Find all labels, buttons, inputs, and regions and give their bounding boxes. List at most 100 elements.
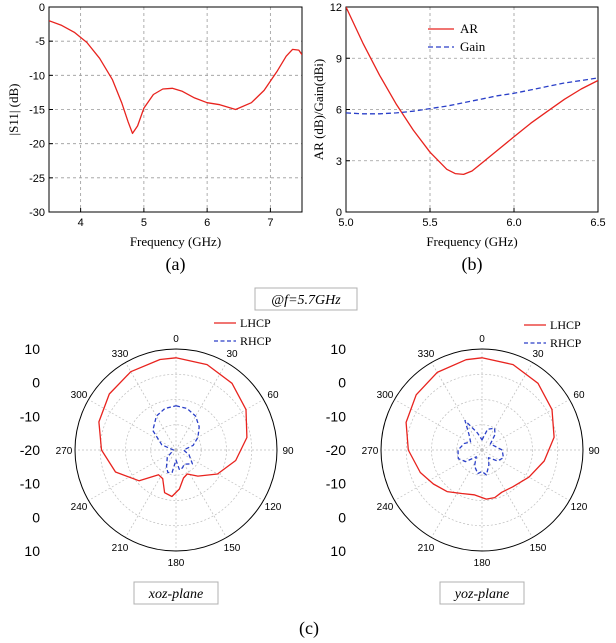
y-tick-label: 0: [336, 207, 342, 219]
angle-tick-label: 180: [474, 558, 491, 569]
x-axis-label: Frequency (GHz): [426, 234, 517, 249]
radial-tick-label: 10: [330, 341, 346, 357]
angle-tick-label: 210: [418, 543, 435, 554]
angle-tick-label: 120: [571, 502, 588, 513]
polar-series-lhcp: [405, 357, 555, 500]
angle-tick-label: 330: [418, 349, 435, 360]
radial-tick-label: -20: [326, 442, 346, 458]
angle-tick-label: 120: [265, 502, 282, 513]
y-tick-label: -5: [35, 36, 45, 48]
polar-series-lhcp: [98, 357, 248, 498]
radial-tick-label: -10: [326, 408, 346, 424]
angle-tick-label: 30: [226, 349, 238, 360]
y-axis-label: |S11| (dB): [6, 83, 21, 135]
angle-tick-label: 60: [267, 390, 279, 401]
angle-tick-label: 270: [56, 446, 73, 457]
polar-series-rhcp: [457, 419, 505, 476]
polar-spoke: [175, 449, 227, 538]
x-tick-label: 7: [267, 217, 273, 229]
x-tick-label: 6.0: [506, 217, 521, 229]
polar-spoke: [88, 449, 177, 501]
angle-tick-label: 30: [532, 349, 544, 360]
polar-spoke: [125, 449, 177, 538]
polar-grid-circle: [405, 373, 559, 527]
angle-tick-label: 0: [173, 334, 179, 345]
chart-a: 4 5 6 7 0 -5 -10 -15 -20 -25 -30 Frequency (GHz) |S1…: [6, 2, 303, 275]
condition-box: [254, 287, 358, 311]
chart-c2: 0 30 60 90 120 150 180 210 240 270 300 330 10 0 -10 -20…: [326, 318, 600, 605]
y-tick-label: 9: [336, 53, 342, 65]
angle-tick-label: 240: [71, 502, 88, 513]
angle-tick-label: 270: [362, 446, 379, 457]
polar-spoke: [88, 399, 177, 451]
angle-tick-label: 210: [112, 543, 129, 554]
angle-tick-label: 180: [168, 558, 185, 569]
plane-label-box: [439, 581, 525, 605]
condition-text: @f=5.7GHz: [271, 293, 341, 308]
polar-spoke: [125, 362, 177, 451]
angle-tick-label: 300: [377, 390, 394, 401]
radial-tick-label: -20: [20, 442, 40, 458]
polar-spoke: [481, 399, 570, 451]
y-tick-label: 12: [330, 2, 342, 14]
polar-spoke: [394, 399, 483, 451]
legend-label: AR: [460, 21, 478, 36]
angle-tick-label: 90: [282, 446, 294, 457]
y-tick-label: 6: [336, 105, 342, 117]
series-line-0: [49, 20, 302, 135]
y-tick-label: 3: [336, 156, 342, 168]
x-tick-label: 4: [78, 217, 84, 229]
legend-label: LHCP: [240, 316, 271, 330]
polar-spoke: [481, 449, 570, 501]
legend-label: RHCP: [550, 336, 582, 350]
polar-spoke: [431, 449, 483, 538]
polar-spoke: [481, 449, 533, 538]
y-tick-label: -25: [29, 173, 45, 185]
legend-label: Gain: [460, 39, 486, 54]
polar-outer-circle: [380, 348, 584, 552]
radial-tick-label: 0: [338, 509, 346, 525]
condition-label: @f=5.7GHz: [254, 287, 358, 311]
subfigure-caption-c: (c): [299, 618, 319, 639]
polar-spoke: [431, 362, 483, 451]
plane-label: yoz-plane: [453, 587, 509, 602]
polar-outer-circle: [74, 348, 278, 552]
angle-tick-label: 150: [530, 543, 547, 554]
polar-series-rhcp: [152, 405, 200, 474]
chart-b: 5.0 5.5 6.0 6.5 0 3 6 9 12 Frequency (GHz) AR (dB)…: [311, 2, 606, 275]
polar-spoke: [394, 449, 483, 501]
angle-tick-label: 240: [377, 502, 394, 513]
plane-label: xoz-plane: [148, 587, 203, 602]
y-tick-label: -30: [29, 207, 45, 219]
radial-tick-label: -10: [326, 476, 346, 492]
polar-grid-circle: [431, 399, 533, 501]
polar-spoke: [175, 449, 264, 501]
angle-tick-label: 60: [573, 390, 585, 401]
y-axis-label: AR (dB)/Gain(dBi): [311, 59, 326, 160]
radial-tick-label: 10: [330, 543, 346, 559]
x-tick-label: 5.5: [422, 217, 437, 229]
x-tick-label: 5.0: [338, 217, 353, 229]
angle-tick-label: 0: [479, 334, 485, 345]
y-tick-label: -10: [29, 70, 45, 82]
radial-tick-label: 0: [32, 375, 40, 391]
polar-spoke: [481, 362, 533, 451]
chart-c1: 0 30 60 90 120 150 180 210 240 270 300 330 10 0 -10 -20…: [20, 316, 294, 605]
plane-label-box: [133, 581, 219, 605]
series-line-gain: [346, 77, 598, 115]
y-tick-label: -15: [29, 105, 45, 117]
subfigure-caption: (a): [166, 254, 186, 275]
x-axis-label: Frequency (GHz): [130, 234, 221, 249]
polar-spoke: [175, 362, 227, 451]
x-tick-label: 6: [204, 217, 210, 229]
y-tick-label: -20: [29, 139, 45, 151]
radial-tick-label: 10: [24, 543, 40, 559]
y-tick-label: 0: [39, 2, 45, 14]
x-tick-label: 6.5: [590, 217, 605, 229]
radial-tick-label: 0: [338, 375, 346, 391]
polar-spoke: [175, 399, 264, 451]
subfigure-caption: (b): [462, 254, 483, 275]
radial-tick-label: 10: [24, 341, 40, 357]
radial-tick-label: -10: [20, 408, 40, 424]
